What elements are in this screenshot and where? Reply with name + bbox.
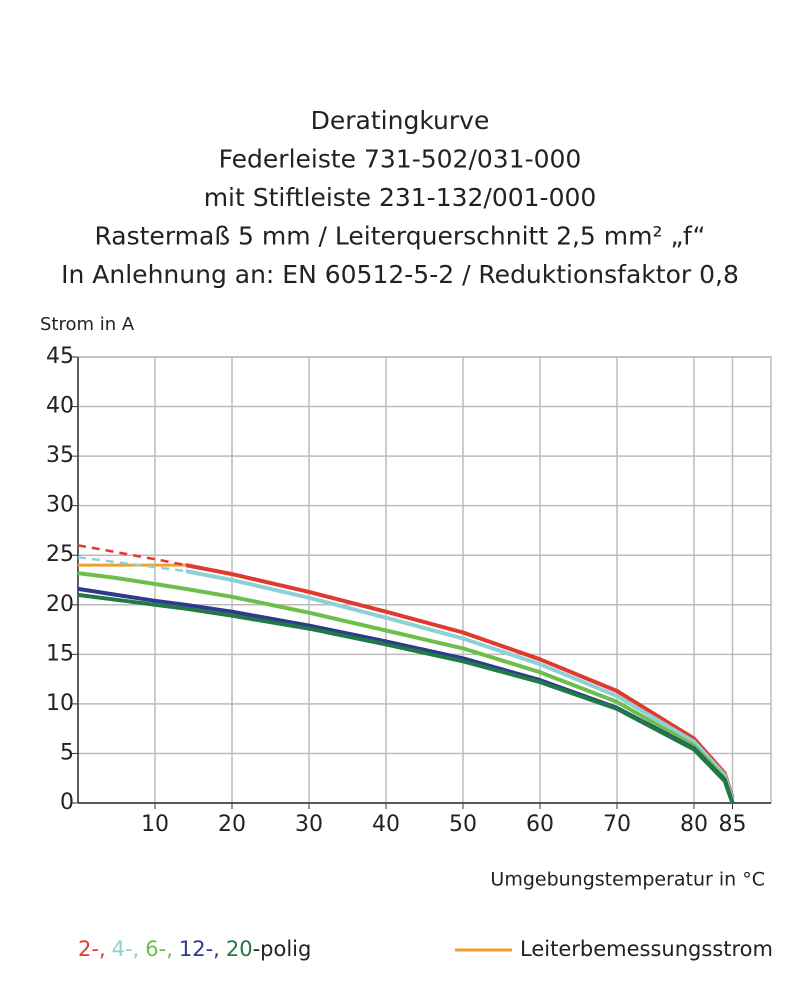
legend-entry: 4-, xyxy=(112,937,140,961)
y-tick-label: 25 xyxy=(46,542,74,567)
x-tick-label: 20 xyxy=(218,812,246,837)
chart-title: Federleiste 731-502/031-000 xyxy=(219,145,582,174)
chart-title: In Anlehnung an: EN 60512-5-2 / Reduktio… xyxy=(61,260,739,289)
chart-title: Rastermaß 5 mm / Leiterquerschnitt 2,5 m… xyxy=(94,222,705,251)
x-axis-label: Umgebungstemperatur in °C xyxy=(490,869,765,891)
chart-title: mit Stiftleiste 231-132/001-000 xyxy=(204,183,597,212)
legend-entry: 6-, xyxy=(145,937,173,961)
x-tick-label: 40 xyxy=(372,812,400,837)
legend-entry: 12-, xyxy=(179,937,220,961)
legend-suffix: -polig xyxy=(253,937,312,961)
y-axis-label: Strom in A xyxy=(40,314,135,335)
y-tick-label: 20 xyxy=(46,592,74,617)
chart-title: Deratingkurve xyxy=(311,106,490,135)
legend-entry: 20 xyxy=(226,937,253,961)
x-tick-label: 70 xyxy=(603,812,631,837)
x-tick-label: 60 xyxy=(526,812,554,837)
x-tick-label: 10 xyxy=(141,812,169,837)
legend: 2-, 4-, 6-, 12-, 20-polig xyxy=(78,937,311,961)
x-tick-label: 50 xyxy=(449,812,477,837)
legend-entry: 2-, xyxy=(78,937,106,961)
y-tick-label: 40 xyxy=(46,394,74,419)
series-line-dashed xyxy=(77,544,186,567)
y-tick-label: 30 xyxy=(46,493,74,518)
y-tick-label: 35 xyxy=(46,443,74,468)
series-line xyxy=(77,592,735,804)
x-tick-label: 85 xyxy=(719,812,747,837)
y-tick-label: 15 xyxy=(46,641,74,666)
series-line xyxy=(77,571,735,804)
x-tick-label: 80 xyxy=(680,812,708,837)
series-line xyxy=(185,563,735,799)
series-line-dashed xyxy=(77,555,186,573)
y-tick-label: 0 xyxy=(60,790,74,815)
series-line xyxy=(185,569,735,801)
y-tick-label: 45 xyxy=(46,344,74,369)
legend-entry: Leiterbemessungsstrom xyxy=(520,937,773,961)
x-tick-label: 30 xyxy=(295,812,323,837)
y-tick-label: 5 xyxy=(60,740,74,765)
y-tick-label: 10 xyxy=(46,691,74,716)
